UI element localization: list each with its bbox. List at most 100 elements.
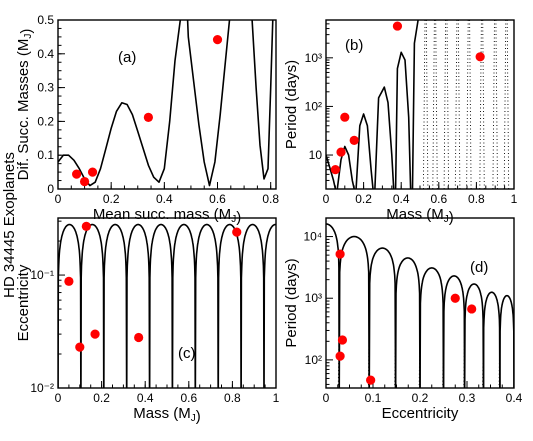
y-tick-label: 10⁻¹ (30, 268, 54, 282)
model-curve (463, 283, 485, 388)
x-axis-label: Mass (MJ) (386, 206, 454, 226)
data-point (392, 21, 403, 31)
data-point (87, 167, 98, 177)
y-tick-label: 10⁻² (30, 381, 54, 395)
model-curve (482, 291, 501, 388)
panel-c: 0 0.2 0.4 0.6 0.8 1 10⁻² 10⁻¹ (c) Mass (MJ) Eccent… (15, 217, 280, 425)
figure-side-title: HD 34445 Exoplanets (1, 152, 18, 298)
data-point (335, 351, 345, 361)
y-axis-label: Eccentricity (15, 264, 32, 341)
y-axis-label: Period (days) (283, 258, 300, 347)
data-point (72, 169, 82, 179)
axes-frame (57, 217, 277, 389)
data-point (349, 135, 359, 145)
data-point (330, 165, 340, 175)
x-tick-label: 1 (511, 192, 518, 206)
data-point (134, 332, 144, 343)
axes-frame (57, 19, 277, 190)
y-tick-label: 10² (305, 353, 322, 367)
x-tick-label: 0.8 (262, 192, 279, 206)
x-tick-label: 0.4 (393, 192, 410, 206)
x-axis-label: Mean succ. mass (MJ) (93, 206, 241, 226)
x-tick-label: 0.2 (103, 192, 120, 206)
model-curve-dotted (422, 20, 429, 189)
x-tick-label: 0.6 (180, 391, 197, 405)
panel-d: 0 0.1 0.2 0.3 0.4 10² 10³ 10⁴ (d) Eccentricity Per… (283, 217, 523, 422)
panel-label: (c) (178, 345, 196, 362)
model-curve (368, 247, 397, 388)
model-curve (394, 257, 421, 388)
plot-area-c (58, 223, 276, 388)
y-axis-label: Dif. Succ. Masses (MJ) (15, 29, 35, 181)
y-tick-label: 10³ (305, 291, 322, 305)
model-curve (326, 223, 340, 388)
model-curve (499, 294, 514, 388)
x-tick-label: 0.8 (468, 192, 485, 206)
x-tick-label: 1 (273, 391, 280, 405)
y-tick-label: 0.5 (37, 13, 54, 27)
panel-label: (a) (118, 49, 136, 66)
x-tick-label: 0 (323, 391, 330, 405)
model-curve (442, 275, 466, 388)
y-tick-label: 0.2 (37, 114, 54, 128)
y-tick-label: 0.1 (37, 148, 54, 162)
model-curve (58, 20, 274, 187)
x-tick-label: 0.4 (506, 391, 523, 405)
y-tick-label: 0.3 (37, 81, 54, 95)
x-tick-label: 0.4 (156, 192, 173, 206)
data-point (75, 342, 85, 352)
panel-label: (d) (470, 259, 488, 276)
data-point (450, 293, 460, 303)
x-tick-label: 0.2 (93, 391, 110, 405)
x-tick-label: 0 (55, 391, 62, 405)
x-tick-label: 0 (323, 192, 330, 206)
data-point (232, 227, 242, 237)
x-tick-label: 0.3 (459, 391, 476, 405)
data-point (90, 329, 100, 339)
plot-area-a (58, 20, 274, 187)
x-axis-label: Eccentricity (382, 405, 459, 422)
model-curve-dotted (503, 20, 510, 189)
y-tick-label: 10⁴ (303, 230, 322, 244)
x-tick-label: 0.6 (209, 192, 226, 206)
x-axis-label: Mass (MJ) (133, 405, 201, 425)
data-point (366, 375, 376, 385)
model-curve (326, 20, 419, 189)
y-tick-label: 10² (305, 99, 322, 113)
data-point (143, 112, 153, 122)
data-point (336, 147, 346, 157)
axes-frame (325, 19, 515, 190)
y-tick-label: 0 (47, 182, 54, 196)
model-curve-dotted (432, 20, 438, 189)
model-curve (419, 267, 445, 388)
x-tick-label: 0.6 (430, 192, 447, 206)
model-curve-dotted (492, 20, 498, 189)
x-tick-label: 0.2 (355, 192, 372, 206)
x-tick-label: 0.8 (224, 391, 241, 405)
x-tick-label: 0.2 (412, 391, 429, 405)
x-tick-label: 0.4 (137, 391, 154, 405)
data-point (475, 52, 485, 62)
panel-a: 0 0.2 0.4 0.6 0.8 0 0.1 0.2 0.3 0.4 0.5 (a) Mean suc… (15, 13, 279, 226)
model-curve-dotted (479, 20, 485, 189)
data-point (335, 249, 345, 259)
model-curve-dotted (454, 20, 461, 189)
model-curve (338, 235, 370, 388)
data-point (64, 276, 74, 286)
data-point (340, 112, 350, 122)
y-tick-label: 0.4 (37, 47, 54, 61)
model-curve-dotted (466, 20, 472, 189)
panel-b: 0 0.2 0.4 0.6 0.8 1 10 10² 10³ (b) Mass (MJ) Period… (283, 19, 518, 226)
data-point (467, 304, 477, 314)
panel-label: (b) (345, 37, 363, 54)
x-tick-label: 0.1 (365, 391, 382, 405)
data-point (212, 35, 223, 45)
model-curve (58, 223, 276, 388)
axes-frame (325, 217, 515, 389)
data-point (79, 176, 90, 187)
y-axis-label: Period (days) (283, 60, 300, 149)
data-point (337, 335, 348, 345)
data-point (81, 221, 91, 231)
